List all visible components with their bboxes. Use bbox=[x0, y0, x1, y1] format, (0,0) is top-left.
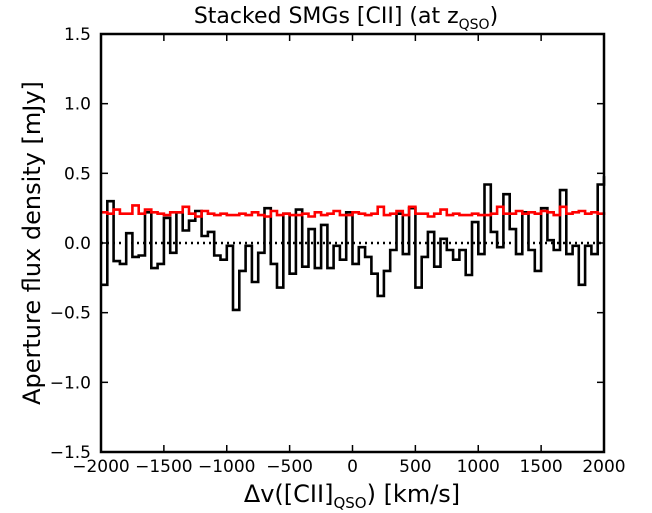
y-tick-label: −1.5 bbox=[50, 443, 91, 463]
y-tick-label: −1.0 bbox=[50, 373, 91, 393]
x-tick-label: −2000 bbox=[72, 457, 130, 477]
y-tick-label: 1.5 bbox=[64, 25, 91, 45]
x-tick-label: 0 bbox=[347, 457, 358, 477]
x-tick-label: 1500 bbox=[519, 457, 562, 477]
y-tick-label: 1.0 bbox=[64, 95, 91, 115]
tick-labels: −2000 −1500 −1000 −500 0 500 1000 1500 2000 −1.5 −… bbox=[50, 25, 626, 477]
y-tick-label: 0.5 bbox=[64, 164, 91, 184]
series-layer bbox=[101, 176, 606, 312]
x-tick-label: −500 bbox=[266, 457, 313, 477]
x-tick-label: 2000 bbox=[582, 457, 625, 477]
x-axis-label-subscript: QSO bbox=[333, 494, 366, 512]
x-tick-label: 500 bbox=[399, 457, 431, 477]
y-tick-label: −0.5 bbox=[50, 304, 91, 324]
x-axis-label: Δv([CII]QSO) [km/s] bbox=[244, 480, 460, 512]
plot-frame bbox=[99, 32, 606, 454]
y-axis-label: Aperture flux density [mJy] bbox=[18, 81, 46, 405]
y-tick-label: 0.0 bbox=[64, 234, 91, 254]
x-tick-label: −1000 bbox=[198, 457, 256, 477]
chart-title: Stacked SMGs [CII] (at zQSO) bbox=[194, 4, 498, 33]
series-2-line bbox=[101, 204, 606, 218]
x-tick-label: −1500 bbox=[135, 457, 193, 477]
chart-title-subscript: QSO bbox=[459, 17, 490, 33]
series-1-line bbox=[101, 176, 606, 312]
x-tick-label: 1000 bbox=[457, 457, 500, 477]
